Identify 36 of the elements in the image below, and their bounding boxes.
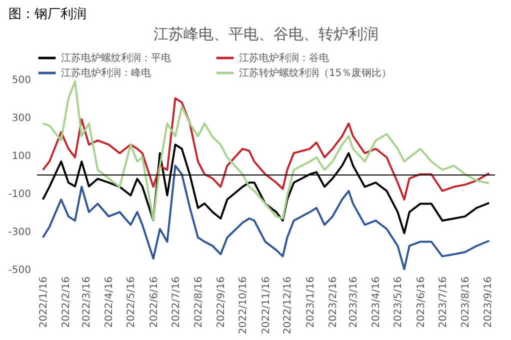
y-tick-label: 500 — [12, 75, 31, 86]
line-series — [42, 97, 490, 201]
legend-label: 江苏电炉利润：峰电 — [61, 67, 151, 79]
x-tick-label: 2023/5/16 — [393, 276, 404, 328]
x-tick-label: 2022/12/16 — [282, 276, 294, 334]
x-tick-label: 2023/9/16 — [483, 276, 494, 328]
x-tick-label: 2022/5/16 — [126, 276, 138, 328]
x-tick-label: 2023/2/16 — [328, 276, 340, 328]
x-tick-label: 2022/4/16 — [104, 276, 116, 328]
x-tick-label: 2023/7/16 — [438, 276, 449, 328]
x-tick-label: 2022/3/16 — [82, 276, 93, 328]
line-series — [42, 80, 490, 222]
x-tick-label: 2023/3/16 — [348, 276, 360, 328]
y-tick-label: 100 — [12, 151, 31, 162]
x-tick-label: 2022/10/16 — [238, 276, 250, 334]
x-tick-label: 2022/1/16 — [38, 276, 50, 328]
x-tick-label: 2022/8/16 — [193, 276, 204, 328]
legend-label: 江苏转炉螺纹利润（15％废钢比） — [239, 67, 392, 79]
y-tick-label: 300 — [12, 113, 31, 124]
x-tick-label: 2023/6/16 — [416, 276, 427, 328]
text: 图：钢厂利润 — [8, 7, 86, 22]
legend-label: 江苏电炉利润：谷电 — [239, 52, 329, 64]
chart-title: 江苏峰电、平电、谷电、转炉利润 — [154, 25, 378, 43]
x-tick-label: 2022/6/16 — [148, 276, 160, 328]
x-tick-label: 2023/1/16 — [305, 276, 316, 328]
x-tick-label: 2023/4/16 — [371, 276, 382, 328]
x-tick-label: 2023/8/16 — [460, 276, 472, 328]
y-tick-label: -100 — [8, 189, 31, 200]
y-tick-label: -300 — [8, 227, 31, 238]
legend-label: 江苏电炉螺纹利润：平电 — [61, 52, 171, 64]
y-tick-label: -500 — [8, 265, 31, 276]
line-series — [42, 164, 490, 270]
x-tick-label: 2022/11/16 — [260, 276, 272, 334]
x-tick-label: 2022/7/16 — [170, 276, 182, 328]
x-tick-label: 2022/9/16 — [216, 276, 228, 328]
x-tick-label: 2022/2/16 — [61, 276, 72, 328]
